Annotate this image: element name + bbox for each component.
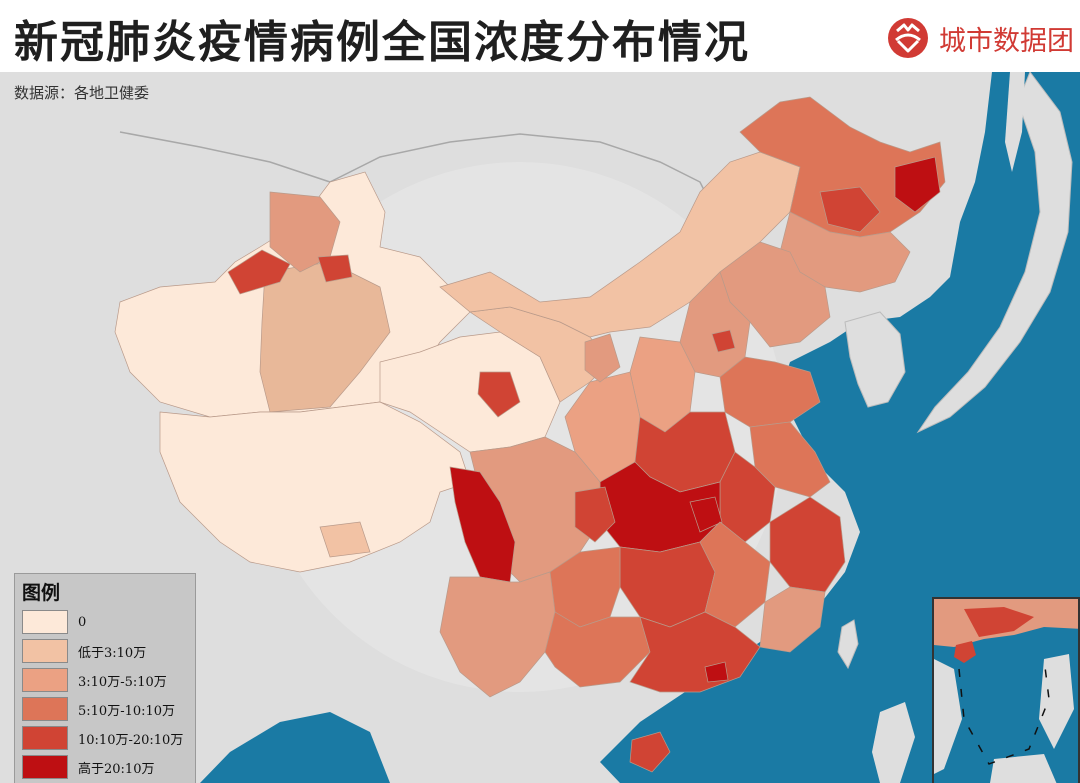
land-sakhalin	[1005, 72, 1025, 172]
legend-label: 10:10万-20:10万	[78, 732, 184, 748]
header: 新冠肺炎疫情病例全国浓度分布情况 城市数据团	[0, 0, 1080, 72]
legend-item: 5:10万-10:10万	[22, 696, 175, 722]
legend-label: 低于3:10万	[78, 645, 147, 661]
legend-swatch	[22, 697, 68, 721]
region-hainan	[629, 731, 671, 773]
inset-nine-dash-line	[958, 658, 1050, 765]
choropleth-map[interactable]: 数据源：各地卫健委 图例 0 低于3:10万 3:10万-5:10万 5:10	[0, 72, 1080, 783]
inset-map	[934, 599, 1078, 783]
sea-southwest	[200, 712, 390, 783]
region-xining	[477, 371, 521, 418]
land-korea	[844, 311, 906, 408]
inset-borneo	[990, 754, 1057, 783]
china-regions	[114, 96, 946, 773]
inset-philippines	[1039, 654, 1074, 749]
region-xizang	[159, 401, 471, 573]
land-japan	[916, 72, 1073, 434]
region-chongqing	[574, 486, 616, 543]
legend-swatch	[22, 668, 68, 692]
brand: 城市数据团	[887, 16, 1074, 60]
region-ningxia	[584, 333, 621, 383]
region-guangxi	[544, 611, 651, 688]
mongolia-border	[329, 133, 716, 213]
legend-label: 3:10万-5:10万	[78, 674, 167, 690]
legend-item: 3:10万-5:10万	[22, 667, 167, 693]
legend-item: 0	[22, 609, 86, 635]
region-heilongjiang	[739, 96, 946, 238]
data-source: 数据源：各地卫健委	[14, 84, 150, 102]
region-harbin	[819, 186, 881, 233]
brand-name: 城市数据团	[939, 25, 1074, 57]
legend-swatch	[22, 610, 68, 634]
region-heilongjiang-east	[894, 156, 941, 213]
land-philippines	[872, 702, 915, 783]
legend-title: 图例	[22, 582, 61, 604]
region-xinjiang-center	[259, 261, 391, 413]
legend-swatch	[22, 755, 68, 779]
south-china-sea-inset	[932, 597, 1080, 783]
legend-label: 5:10万-10:10万	[78, 703, 176, 719]
legend: 图例 0 低于3:10万 3:10万-5:10万 5:10万-10:10万 10…	[14, 573, 196, 783]
russia-border	[119, 131, 331, 183]
legend-item: 10:10万-20:10万	[22, 725, 183, 751]
region-shandong	[719, 356, 821, 428]
land-taiwan	[837, 619, 859, 670]
legend-label: 0	[78, 614, 87, 630]
inset-guangdong	[964, 607, 1034, 637]
page-title: 新冠肺炎疫情病例全国浓度分布情况	[14, 17, 750, 68]
region-zhejiang	[769, 496, 846, 593]
region-guangdong	[629, 611, 761, 693]
region-wuhan	[689, 496, 723, 533]
inset-vietnam	[934, 659, 962, 774]
legend-swatch	[22, 639, 68, 663]
region-beijing	[711, 329, 736, 353]
legend-swatch	[22, 726, 68, 750]
region-urumqi	[317, 254, 353, 283]
legend-item: 低于3:10万	[22, 638, 146, 664]
city-data-group-logo-icon	[888, 18, 928, 58]
inset-hainan	[954, 641, 976, 663]
region-shenzhen	[704, 661, 729, 683]
legend-label: 高于20:10万	[78, 761, 155, 777]
legend-item: 高于20:10万	[22, 754, 154, 780]
region-xizang-shannan	[319, 521, 371, 558]
region-yili	[227, 249, 291, 295]
